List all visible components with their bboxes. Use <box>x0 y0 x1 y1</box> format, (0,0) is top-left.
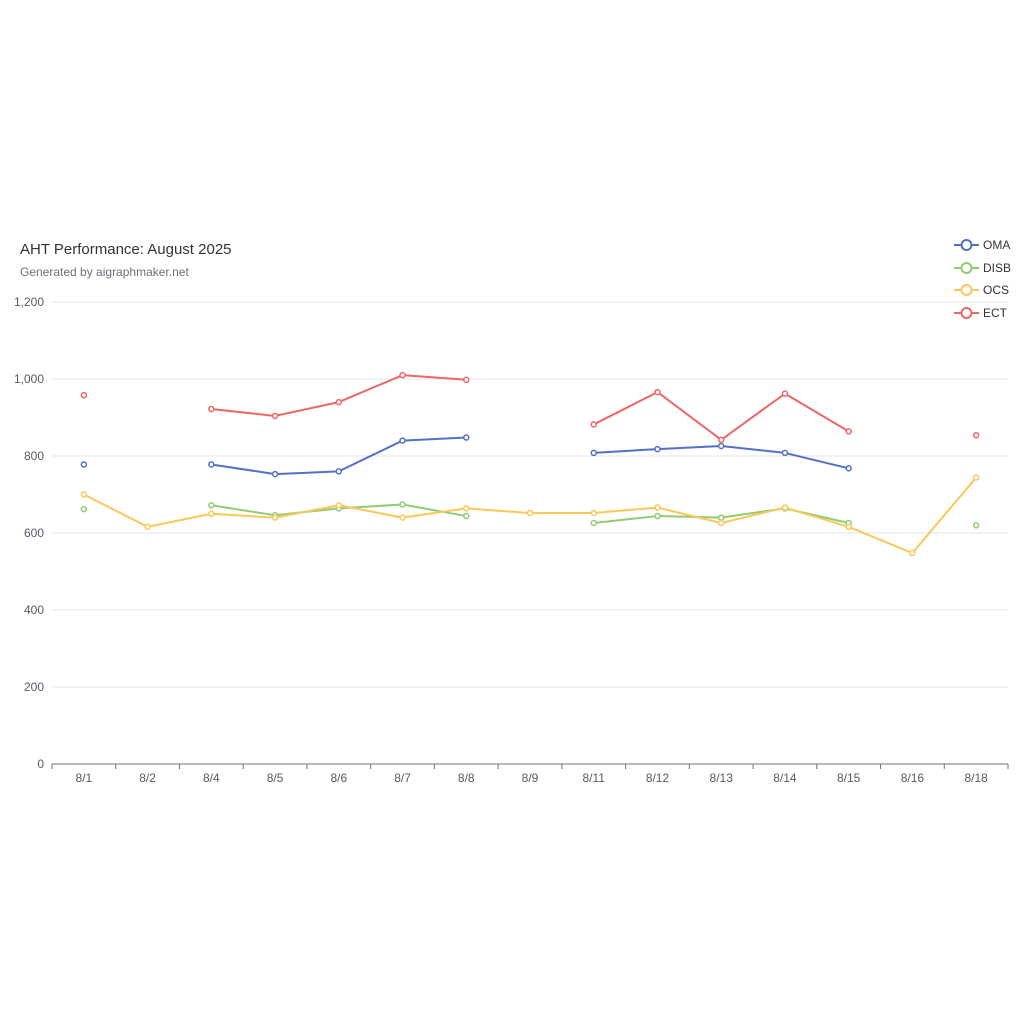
data-point-ect <box>654 388 661 396</box>
data-point-ect <box>590 421 597 428</box>
data-point-ocs <box>972 474 980 481</box>
legend-swatch-ect <box>953 306 979 319</box>
data-point-disb <box>654 512 661 520</box>
x-tick-label: 8/6 <box>330 771 347 785</box>
data-point-ect <box>781 390 789 397</box>
data-point-ocs <box>80 491 88 498</box>
data-point-oma <box>590 449 597 457</box>
data-point-oma <box>654 445 661 453</box>
x-tick-label: 8/9 <box>522 771 539 785</box>
chart-title: AHT Performance: August 2025 <box>20 241 232 258</box>
x-tick-label: 8/15 <box>837 771 861 785</box>
data-point-oma <box>208 461 215 468</box>
x-tick-label: 8/18 <box>964 771 988 785</box>
data-point-ect <box>271 412 279 420</box>
legend-swatch-disb <box>953 261 979 274</box>
data-point-ocs <box>463 505 470 512</box>
data-point-oma <box>80 461 88 468</box>
legend-item-disb[interactable]: DISB <box>953 257 1011 280</box>
data-point-ocs <box>144 523 151 531</box>
y-tick-label: 200 <box>24 680 44 694</box>
legend-label-disb: DISB <box>982 260 1011 275</box>
x-tick-label: 8/7 <box>394 771 411 785</box>
data-point-oma <box>717 442 725 450</box>
data-point-ect <box>845 428 852 435</box>
data-point-disb <box>80 505 88 513</box>
data-point-ocs <box>654 504 661 511</box>
x-tick-label: 8/13 <box>710 771 734 785</box>
data-point-ocs <box>399 514 406 521</box>
legend-item-ect[interactable]: ECT <box>953 302 1011 325</box>
x-tick-label: 8/2 <box>139 771 156 785</box>
data-point-oma <box>463 434 470 441</box>
data-point-ocs <box>271 514 279 521</box>
legend-item-oma[interactable]: OMA <box>953 234 1011 257</box>
data-point-ocs <box>717 519 725 527</box>
data-point-oma <box>399 437 406 444</box>
x-tick-label: 8/5 <box>267 771 284 785</box>
y-tick-label: 600 <box>24 526 44 540</box>
data-point-ect <box>399 371 406 379</box>
x-tick-label: 8/14 <box>773 771 797 785</box>
y-tick-label: 1,200 <box>14 295 44 309</box>
data-point-disb <box>717 514 725 521</box>
legend-label-oma: OMA <box>982 238 1011 253</box>
data-point-oma <box>271 470 279 478</box>
x-tick-label: 8/8 <box>458 771 475 785</box>
y-tick-label: 0 <box>37 757 44 771</box>
title-block: AHT Performance: August 2025 Generated b… <box>20 241 232 279</box>
data-point-disb <box>590 519 597 527</box>
data-point-disb <box>972 522 980 529</box>
data-point-disb <box>399 501 406 508</box>
x-tick-label: 8/11 <box>582 771 605 785</box>
data-point-disb <box>463 512 470 520</box>
data-point-ect <box>717 436 725 444</box>
legend: OMA DISB OCS ECT <box>953 234 1011 325</box>
data-point-ect <box>80 391 88 399</box>
legend-item-ocs[interactable]: OCS <box>953 279 1011 302</box>
series-line-ect <box>593 391 850 441</box>
x-tick-label: 8/1 <box>76 771 93 785</box>
legend-label-ocs: OCS <box>982 283 1009 298</box>
data-point-ocs <box>590 509 597 517</box>
data-point-ect <box>972 431 980 439</box>
data-point-ocs <box>526 509 534 517</box>
y-tick-label: 1,000 <box>14 372 44 386</box>
data-point-ocs <box>845 523 852 531</box>
y-tick-label: 400 <box>24 603 44 617</box>
x-tick-label: 8/12 <box>646 771 670 785</box>
data-point-ect <box>335 398 343 406</box>
data-point-ocs <box>781 504 789 511</box>
x-tick-label: 8/4 <box>203 771 220 785</box>
data-point-ocs <box>909 549 916 557</box>
data-point-ocs <box>335 502 343 509</box>
data-point-oma <box>781 449 789 457</box>
series-line-oma <box>593 444 849 470</box>
data-point-oma <box>845 465 852 472</box>
y-tick-label: 800 <box>24 449 44 463</box>
x-tick-label: 8/16 <box>901 771 925 785</box>
data-point-ect <box>208 405 215 413</box>
data-point-disb <box>208 502 215 509</box>
data-point-ocs <box>208 510 215 517</box>
data-point-oma <box>335 468 343 475</box>
chart-subtitle: Generated by aigraphmaker.net <box>20 265 189 279</box>
data-point-ect <box>463 376 470 384</box>
series-line-ect <box>211 374 467 417</box>
legend-swatch-oma <box>953 239 979 252</box>
legend-label-ect: ECT <box>982 305 1007 320</box>
legend-swatch-ocs <box>953 284 979 297</box>
